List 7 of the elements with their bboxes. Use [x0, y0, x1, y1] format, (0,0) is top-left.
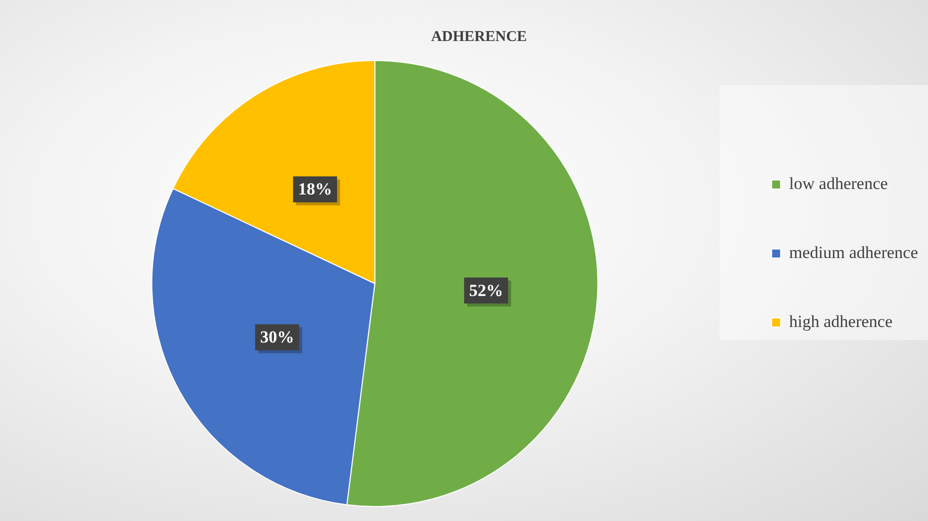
data-label: 18% — [298, 180, 332, 199]
data-label: 30% — [260, 328, 294, 347]
data-label: 52% — [469, 280, 504, 300]
legend-label: low adherence — [789, 174, 888, 193]
legend-label: medium adherence — [789, 242, 918, 262]
chart-title: ADHERENCE — [431, 28, 527, 45]
legend-label: high adherence — [789, 312, 893, 331]
